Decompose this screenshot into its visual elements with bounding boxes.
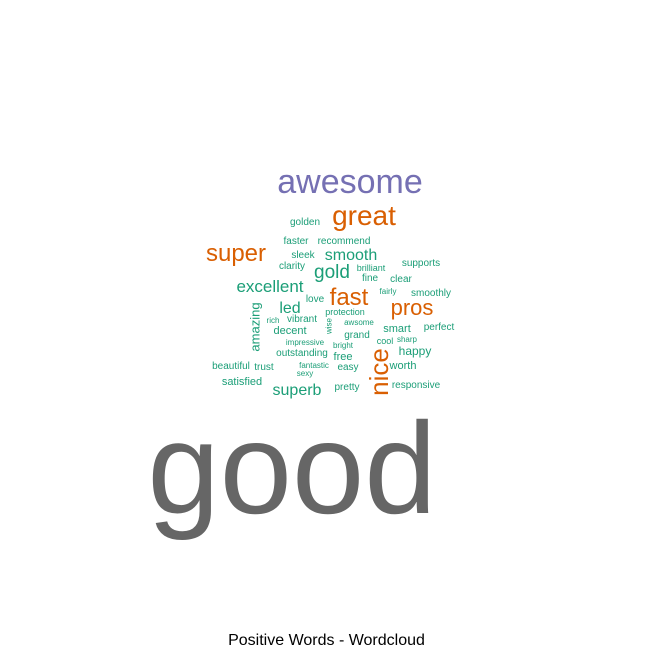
- word-decent: decent: [273, 325, 306, 337]
- word-great: great: [332, 200, 396, 231]
- word-good: good: [147, 395, 436, 541]
- word-sleek: sleek: [291, 250, 315, 261]
- word-rich: rich: [267, 316, 280, 325]
- word-clarity: clarity: [279, 261, 305, 272]
- word-grand: grand: [344, 330, 370, 341]
- word-cool: cool: [377, 336, 394, 346]
- word-golden: golden: [290, 217, 320, 228]
- word-responsive: responsive: [392, 380, 441, 391]
- chart-title: Positive Words - Wordcloud: [228, 632, 425, 649]
- word-easy: easy: [337, 362, 358, 373]
- word-awsome: awsome: [344, 318, 374, 327]
- word-awesome: awesome: [277, 163, 423, 201]
- word-sexy: sexy: [297, 369, 313, 378]
- word-pretty: pretty: [334, 382, 359, 393]
- word-worth: worth: [389, 360, 417, 372]
- word-trust: trust: [254, 362, 274, 373]
- word-fairly: fairly: [380, 287, 397, 296]
- word-pros: pros: [391, 295, 434, 320]
- word-nice: nice: [364, 348, 394, 396]
- word-protection: protection: [325, 307, 365, 317]
- word-clear: clear: [390, 274, 412, 285]
- word-satisfied: satisfied: [222, 376, 262, 388]
- word-smart: smart: [383, 323, 411, 335]
- word-amazing: amazing: [248, 302, 263, 351]
- word-supports: supports: [402, 258, 440, 269]
- word-impressive: impressive: [286, 338, 325, 347]
- word-led: led: [279, 300, 300, 317]
- word-faster: faster: [283, 236, 309, 247]
- word-fine: fine: [362, 273, 379, 284]
- word-fast: fast: [330, 284, 369, 311]
- word-brilliant: brilliant: [357, 263, 386, 273]
- word-gold: gold: [314, 262, 350, 283]
- word-happy: happy: [399, 344, 432, 358]
- word-beautiful: beautiful: [212, 361, 250, 372]
- word-excellent: excellent: [236, 277, 303, 296]
- word-recommend: recommend: [318, 236, 371, 247]
- word-vibrant: vibrant: [287, 314, 317, 325]
- word-superb: superb: [273, 382, 322, 399]
- word-love: love: [306, 294, 325, 305]
- word-smoothly: smoothly: [411, 288, 451, 299]
- word-bright: bright: [333, 341, 354, 350]
- word-free: free: [334, 351, 353, 363]
- word-smooth: smooth: [325, 247, 377, 264]
- word-super: super: [206, 240, 266, 267]
- word-outstanding: outstanding: [276, 348, 328, 359]
- word-wise: wise: [325, 317, 334, 335]
- word-perfect: perfect: [424, 322, 455, 333]
- word-fantastic: fantastic: [299, 361, 329, 370]
- word-sharp: sharp: [397, 335, 418, 344]
